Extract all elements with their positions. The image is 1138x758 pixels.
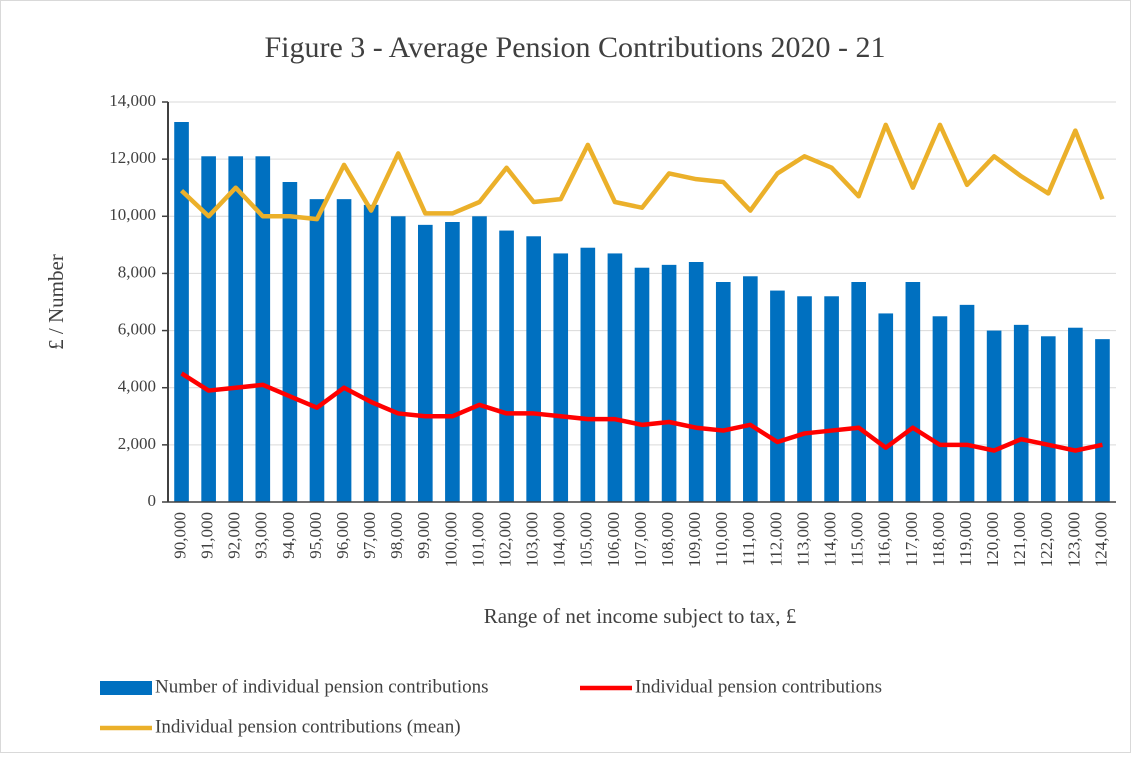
- bar: [309, 199, 325, 502]
- bar: [878, 313, 894, 502]
- x-tick-label: 113,000: [793, 512, 812, 567]
- x-tick-label: 116,000: [875, 512, 894, 567]
- legend-label: Individual pension contributions: [635, 676, 882, 697]
- x-tick-label: 115,000: [848, 512, 867, 567]
- x-tick-label: 106,000: [604, 512, 623, 567]
- bar: [174, 122, 189, 502]
- legend-label: Individual pension contributions (mean): [155, 716, 461, 737]
- x-tick-label: 105,000: [577, 512, 596, 567]
- bar: [553, 253, 569, 502]
- bar: [715, 282, 731, 502]
- x-tick-label: 110,000: [712, 512, 731, 567]
- x-tick-label: 94,000: [279, 512, 298, 559]
- bar: [499, 230, 514, 503]
- line-series: [180, 371, 1103, 453]
- y-tick-label: 2,000: [118, 434, 156, 453]
- bar: [986, 330, 1002, 502]
- x-tick-label: 98,000: [387, 512, 406, 559]
- bar: [336, 199, 352, 502]
- x-tick-label: 101,000: [468, 512, 487, 567]
- x-tick-label: 121,000: [1010, 512, 1029, 567]
- chart-title: Figure 3 - Average Pension Contributions…: [264, 31, 885, 64]
- x-tick-label: 91,000: [198, 512, 217, 559]
- bar: [228, 156, 244, 503]
- x-tick-label: 118,000: [929, 512, 948, 567]
- x-tick-label: 95,000: [306, 512, 325, 559]
- x-tick-label: 102,000: [495, 512, 514, 567]
- y-tick-label: 12,000: [109, 148, 156, 167]
- x-tick-label: 117,000: [902, 512, 921, 567]
- bar: [634, 267, 650, 502]
- x-tick-label: 114,000: [821, 512, 840, 567]
- bar: [255, 156, 271, 503]
- bar: [526, 236, 541, 503]
- bar: [1040, 336, 1056, 502]
- bar: [851, 282, 866, 502]
- bar: [959, 304, 975, 502]
- bar: [1068, 327, 1083, 502]
- bar: [824, 296, 839, 502]
- x-tick-label: 122,000: [1037, 512, 1056, 567]
- y-tick-label: 14,000: [109, 91, 156, 110]
- x-tick-label: 120,000: [983, 512, 1002, 567]
- bar: [743, 276, 758, 502]
- x-tick-label: 99,000: [414, 512, 433, 559]
- bar: [770, 290, 785, 502]
- x-tick-label: 90,000: [170, 512, 189, 559]
- legend-label: Number of individual pension contributio…: [155, 676, 489, 697]
- bar: [580, 247, 596, 502]
- x-tick-label: 100,000: [441, 512, 460, 567]
- bar: [797, 296, 812, 502]
- bar: [472, 216, 487, 503]
- x-tick-label: 92,000: [225, 512, 244, 559]
- x-tick-label: 123,000: [1064, 512, 1083, 567]
- y-tick-label: 4,000: [118, 377, 156, 396]
- bar: [661, 264, 677, 502]
- bar: [905, 282, 921, 502]
- x-tick-label: 108,000: [658, 512, 677, 567]
- legend-swatch: [100, 681, 152, 695]
- bar: [363, 204, 379, 502]
- bar: [390, 216, 406, 503]
- bar: [607, 253, 623, 502]
- bar: [418, 224, 433, 502]
- x-tick-label: 119,000: [956, 512, 975, 567]
- y-axis-title: £ / Number: [44, 254, 68, 350]
- y-tick-label: 8,000: [118, 262, 156, 281]
- bar: [282, 182, 298, 502]
- bar: [445, 222, 460, 502]
- y-tick-label: 10,000: [109, 205, 156, 224]
- bar: [688, 262, 704, 502]
- bar: [201, 156, 216, 503]
- y-tick-label: 6,000: [118, 319, 156, 338]
- x-tick-label: 103,000: [523, 512, 542, 567]
- line-series: [179, 122, 1105, 222]
- x-tick-label: 109,000: [685, 512, 704, 567]
- x-tick-label: 97,000: [360, 512, 379, 559]
- y-tick-label: 0: [148, 491, 157, 510]
- x-tick-label: 107,000: [631, 512, 650, 567]
- bar: [1095, 339, 1110, 502]
- x-axis-title: Range of net income subject to tax, £: [484, 604, 797, 628]
- x-tick-label: 96,000: [333, 512, 352, 559]
- x-tick-label: 112,000: [766, 512, 785, 567]
- x-tick-label: 124,000: [1091, 512, 1110, 567]
- bar: [932, 316, 948, 502]
- x-tick-label: 93,000: [252, 512, 271, 559]
- x-tick-label: 111,000: [739, 512, 758, 566]
- bar: [1013, 324, 1029, 502]
- x-tick-label: 104,000: [550, 512, 569, 567]
